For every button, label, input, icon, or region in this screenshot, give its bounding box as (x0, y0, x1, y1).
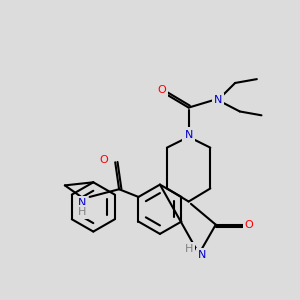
Text: N: N (198, 250, 206, 260)
Text: H: H (184, 244, 193, 254)
Text: O: O (99, 155, 108, 165)
Text: O: O (245, 220, 254, 230)
Text: H: H (78, 207, 86, 217)
Text: O: O (157, 85, 166, 95)
Text: N: N (78, 198, 86, 208)
Text: N: N (214, 95, 222, 105)
Text: N: N (184, 130, 193, 140)
